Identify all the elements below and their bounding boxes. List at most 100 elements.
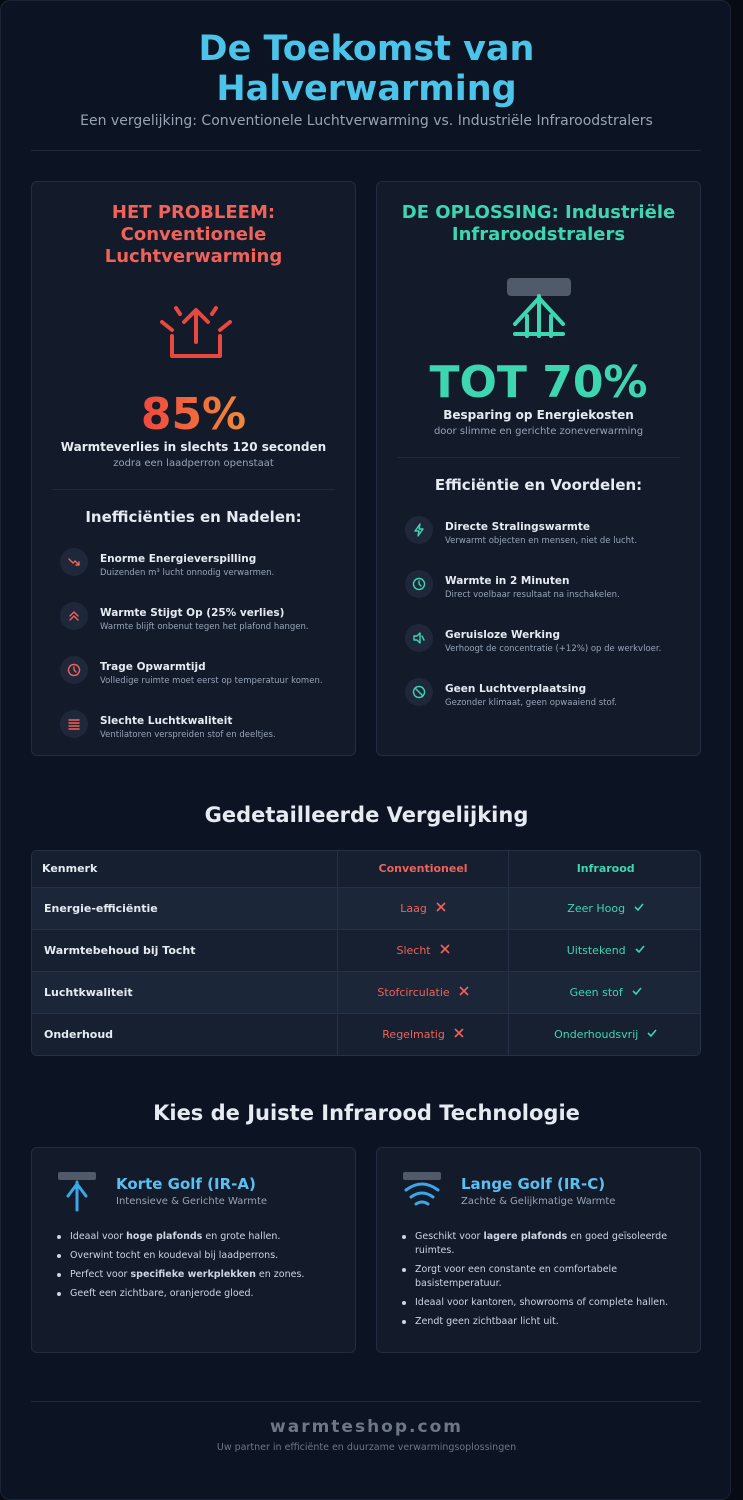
divider: [397, 457, 680, 458]
table-cell: Uitstekend: [508, 928, 700, 971]
icon-glyph: [412, 685, 426, 699]
bullet: Zorgt voor een constante en comfortabele…: [397, 1263, 680, 1291]
bullet-bold: hoge plafonds: [126, 1231, 203, 1242]
bullet-text: Perfect voor: [70, 1269, 131, 1280]
icon-glyph: [67, 663, 81, 677]
item-icon: [405, 678, 433, 706]
list-item: Geen Luchtverplaatsing Gezonder klimaat, …: [405, 678, 700, 732]
item-icon: [405, 516, 433, 544]
bullet-text: Zendt geen zichtbaar licht uit.: [415, 1316, 559, 1327]
item-desc: Direct voelbaar resultaat na inschakelen…: [445, 590, 620, 600]
cell-text: Onderhoud: [44, 1027, 114, 1041]
bullet: Zendt geen zichtbaar licht uit.: [397, 1315, 680, 1329]
item-desc: Ventilatoren verspreiden stof en deeltje…: [100, 730, 276, 740]
table-cell: Regelmatig: [337, 1012, 510, 1055]
solution-icon: [507, 278, 571, 338]
list-item: Slechte Luchtkwaliteit Ventilatoren versp…: [60, 710, 355, 764]
bullet: Ideaal voor kantoren, showrooms of compl…: [397, 1296, 680, 1310]
card-icon: [403, 1172, 441, 1206]
bullet: Geeft een zichtbare, oranjerode gloed.: [52, 1287, 335, 1301]
table-cell: Warmtebehoud bij Tocht: [32, 928, 338, 971]
item-text: Directe Stralingswarmte Verwarmt objecten…: [445, 516, 637, 546]
item-title: Trage Opwarmtijd: [100, 661, 206, 673]
item-text: Enorme Energieverspilling Duizenden m³ lu…: [100, 548, 274, 578]
technology-title: Kies de Juiste Infrarood Technologie: [153, 1101, 580, 1125]
bullet-text: Geeft een zichtbare, oranjerode gloed.: [70, 1288, 254, 1299]
bullet-text: Geschikt voor: [415, 1231, 484, 1242]
problem-stat-note: zodra een laadperron openstaat: [113, 458, 274, 469]
table-row: Luchtkwaliteit Stofcirculatie Geen stof: [32, 970, 700, 1013]
item-icon: [60, 656, 88, 684]
table-row: Warmtebehoud bij Tocht Slecht Uitstekend: [32, 928, 700, 971]
bullet-text: Ideaal voor: [70, 1231, 127, 1242]
cross-icon: [454, 1028, 464, 1038]
bullet: Perfect voor specifieke werkplekken en z…: [52, 1268, 335, 1282]
header-cell: Conventioneel: [337, 851, 510, 887]
divider: [31, 150, 701, 151]
header-cell: Infrarood: [508, 851, 700, 887]
cell-text: Energie-efficiëntie: [44, 901, 158, 915]
table-cell: Onderhoud: [32, 1012, 338, 1055]
comparison-table: Kenmerk Conventioneel Infrarood Energie-eff…: [32, 851, 700, 1055]
stat-text: 85%: [140, 389, 247, 440]
card-icon: [58, 1172, 96, 1212]
item-title: Warmte Stijgt Op (25% verlies): [100, 607, 285, 619]
subtitle: Een vergelijking: Conventionele Luchtver…: [80, 113, 653, 129]
cross-icon: [436, 901, 446, 912]
item-desc: Verwarmt objecten en mensen, niet de luc…: [445, 536, 638, 546]
list-item: Directe Stralingswarmte Verwarmt objecten…: [405, 516, 700, 570]
table-row: Energie-efficiëntie Laag Zeer Hoog: [32, 886, 700, 929]
item-desc: Warmte blijft onbenut tegen het plafond …: [100, 622, 309, 632]
bullet: Overwint tocht en koudeval bij laadperro…: [52, 1249, 335, 1263]
solution-heading: DE OPLOSSING: Industriële Infraroodstral…: [401, 202, 676, 245]
table-cell: Onderhoudsvrij: [508, 1012, 700, 1055]
card-title: Lange Golf (IR-C): [461, 1175, 606, 1193]
icon-glyph: [414, 523, 424, 537]
bullet-text: en grote hallen.: [202, 1231, 281, 1242]
table-cell: Slecht: [337, 928, 510, 971]
item-icon: [60, 710, 88, 738]
comparison-table-wrap: Kenmerk Conventioneel Infrarood Energie-eff…: [31, 850, 701, 1056]
check-icon: [634, 902, 644, 911]
icon-glyph: [69, 611, 79, 621]
problem-heading: HET PROBLEEM: Conventionele Luchtverwarm…: [104, 202, 283, 267]
cell-text: Regelmatig: [382, 1027, 445, 1041]
divider: [31, 1401, 701, 1402]
item-text: Warmte Stijgt Op (25% verlies) Warmte bli…: [100, 602, 309, 632]
bullet-text: en zones.: [255, 1269, 305, 1280]
item-title: Directe Stralingswarmte: [445, 521, 590, 533]
icon-glyph: [412, 577, 426, 591]
problem-icon: [160, 306, 232, 358]
item-title: Enorme Energieverspilling: [100, 553, 257, 565]
solution-stat-label: Besparing op Energiekosten: [443, 408, 634, 422]
item-text: Warmte in 2 Minuten Direct voelbaar resul…: [445, 570, 620, 600]
icon-glyph: [68, 558, 80, 566]
problem-stat: 85%: [32, 390, 355, 440]
divider: [52, 489, 335, 490]
check-icon: [635, 944, 645, 953]
cell-text: Onderhoudsvrij: [554, 1027, 639, 1041]
table-cell: Energie-efficiëntie: [32, 886, 338, 929]
bullet-list: Geschikt voor lagere plafonds en goed ge…: [397, 1230, 680, 1329]
problem-items: Enorme Energieverspilling Duizenden m³ lu…: [32, 548, 355, 764]
card-title: Korte Golf (IR-A): [116, 1175, 256, 1193]
table-cell: Geen stof: [508, 970, 700, 1013]
cell-text: Warmtebehoud bij Tocht: [44, 943, 196, 957]
bullet-text: Ideaal voor kantoren, showrooms of compl…: [415, 1297, 669, 1308]
item-text: Geruisloze Werking Verhoogt de concentrat…: [445, 624, 661, 654]
item-text: Slechte Luchtkwaliteit Ventilatoren versp…: [100, 710, 276, 740]
technology-card: Lange Golf (IR-C) Zachte & Gelijkmatige W…: [376, 1147, 701, 1353]
cell-text: Slecht: [396, 943, 431, 957]
item-icon: [60, 602, 88, 630]
item-icon: [60, 548, 88, 576]
item-title: Warmte in 2 Minuten: [445, 575, 570, 587]
check-icon: [632, 986, 642, 995]
cell-text: Uitstekend: [566, 943, 626, 957]
bullet-text: Overwint tocht en koudeval bij laadperro…: [70, 1250, 279, 1261]
bullet-bold: lagere plafonds: [483, 1231, 568, 1242]
solution-list-title: Efficiëntie en Voordelen:: [434, 476, 643, 494]
solution-card: DE OPLOSSING: Industriële Infraroodstral…: [376, 181, 701, 756]
footer-tagline: Uw partner in efficiënte en duurzame ver…: [216, 1442, 517, 1453]
